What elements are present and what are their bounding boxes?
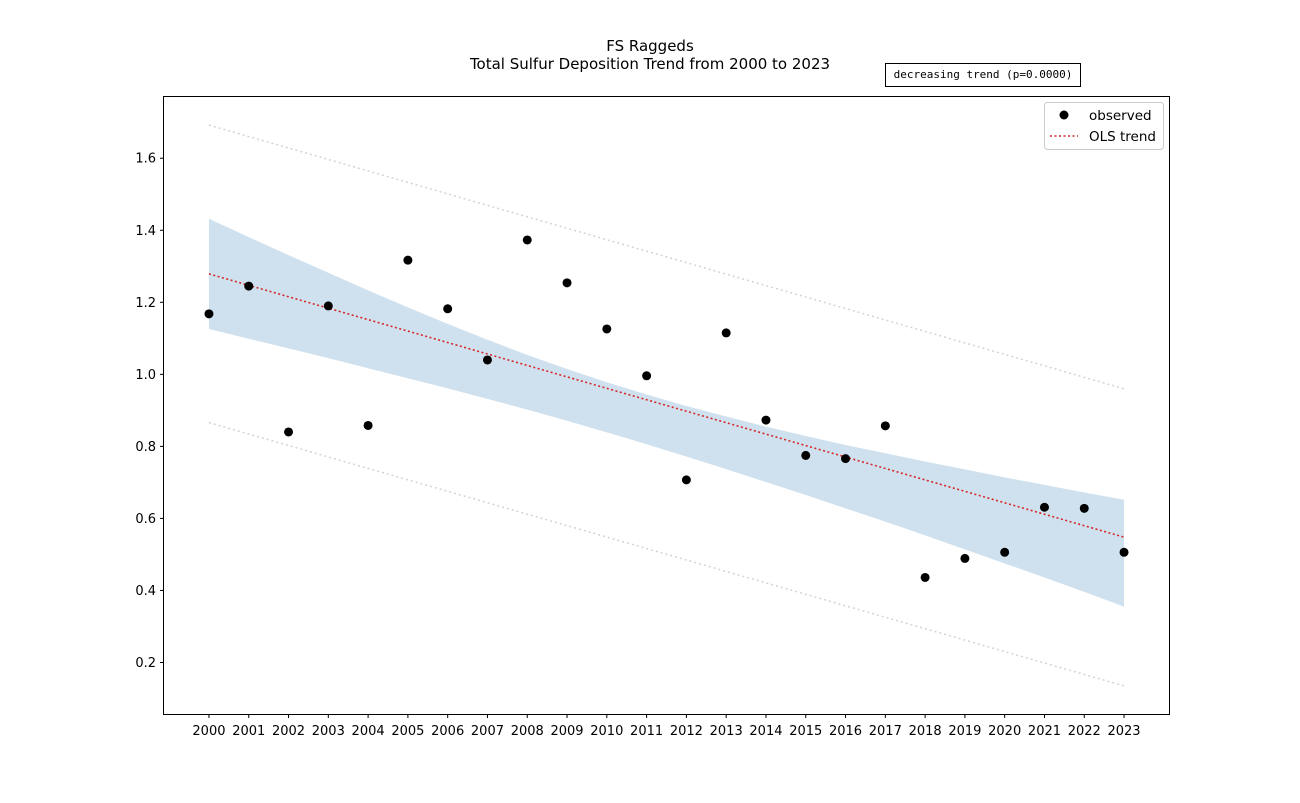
x-tick-label: 2014 xyxy=(749,724,782,739)
observed-point xyxy=(642,371,652,381)
confidence-band xyxy=(208,218,1125,607)
x-tick-label: 2017 xyxy=(869,724,902,739)
y-tick-label: 0.8 xyxy=(135,440,156,455)
plot-area xyxy=(204,124,1129,687)
x-tick-label: 2020 xyxy=(988,724,1021,739)
observed-point xyxy=(403,255,413,265)
y-tick-label: 1.6 xyxy=(135,152,156,167)
observed-point xyxy=(443,304,453,314)
prediction-upper-line xyxy=(208,124,1125,390)
annotation-text: decreasing trend (p=0.0000) xyxy=(894,68,1073,81)
observed-point xyxy=(681,475,691,485)
x-tick-label: 2001 xyxy=(232,724,265,739)
x-tick-label: 2021 xyxy=(1028,724,1061,739)
y-tick-label: 0.4 xyxy=(135,584,156,599)
y-axis: 0.2 0.4 0.6 0.8 1.0 1.2 1.4 1.6 xyxy=(135,152,164,671)
x-tick-label: 2012 xyxy=(670,724,703,739)
observed-point xyxy=(482,355,492,365)
observed-point xyxy=(1039,502,1049,512)
annotation-box xyxy=(885,63,1081,87)
observed-point xyxy=(244,281,254,291)
x-tick-label: 2006 xyxy=(431,724,464,739)
observed-point xyxy=(522,235,532,245)
observed-point xyxy=(920,572,930,582)
x-tick-label: 2005 xyxy=(391,724,424,739)
prediction-lower-line xyxy=(208,421,1125,687)
observed-point xyxy=(284,427,294,437)
x-tick-label: 2007 xyxy=(471,724,504,739)
x-tick-label: 2008 xyxy=(511,724,544,739)
observed-point xyxy=(1000,547,1010,557)
observed-point xyxy=(323,301,333,311)
x-tick-label: 2009 xyxy=(550,724,583,739)
y-tick-label: 1.0 xyxy=(135,368,156,383)
x-tick-label: 2018 xyxy=(909,724,942,739)
y-tick-label: 1.2 xyxy=(135,296,156,311)
x-tick-label: 2002 xyxy=(272,724,305,739)
observed-point xyxy=(1119,547,1129,557)
observed-point xyxy=(562,278,572,288)
trend-annotation: decreasing trend (p=0.0000) xyxy=(885,63,1081,87)
x-tick-label: 2010 xyxy=(590,724,623,739)
x-axis: 2000 2001 2002 2003 2004 2005 2006 2007 2008 2009… xyxy=(192,714,1141,739)
y-tick-label: 1.4 xyxy=(135,224,156,239)
axes-frame xyxy=(163,96,1170,715)
legend-marker-observed xyxy=(1059,110,1069,120)
observed-point xyxy=(960,553,970,563)
observed-point xyxy=(761,415,771,425)
y-tick-label: 0.2 xyxy=(135,656,156,671)
legend-box xyxy=(1044,102,1164,150)
y-tick-label: 0.6 xyxy=(135,512,156,527)
x-tick-label: 2016 xyxy=(829,724,862,739)
x-tick-label: 2004 xyxy=(352,724,385,739)
x-tick-label: 2015 xyxy=(789,724,822,739)
x-tick-label: 2000 xyxy=(192,724,225,739)
ols-trend-line xyxy=(208,273,1125,538)
observed-point xyxy=(801,450,811,460)
observed-point xyxy=(1079,503,1089,513)
observed-point xyxy=(602,324,612,334)
x-tick-label: 2003 xyxy=(312,724,345,739)
observed-point xyxy=(363,420,373,430)
observed-point xyxy=(841,454,851,464)
legend-label-ols-trend: OLS trend xyxy=(1089,129,1156,145)
observed-point xyxy=(204,309,214,319)
observed-point xyxy=(721,328,731,338)
legend: observed OLS trend xyxy=(1044,102,1164,150)
x-tick-label: 2019 xyxy=(948,724,981,739)
legend-label-observed: observed xyxy=(1089,108,1152,124)
x-tick-label: 2023 xyxy=(1107,724,1140,739)
chart-title: FS Raggeds xyxy=(606,37,694,55)
x-tick-label: 2011 xyxy=(630,724,663,739)
x-tick-label: 2022 xyxy=(1068,724,1101,739)
x-tick-label: 2013 xyxy=(710,724,743,739)
observed-point xyxy=(880,421,890,431)
chart-subtitle: Total Sulfur Deposition Trend from 2000 … xyxy=(469,55,830,73)
